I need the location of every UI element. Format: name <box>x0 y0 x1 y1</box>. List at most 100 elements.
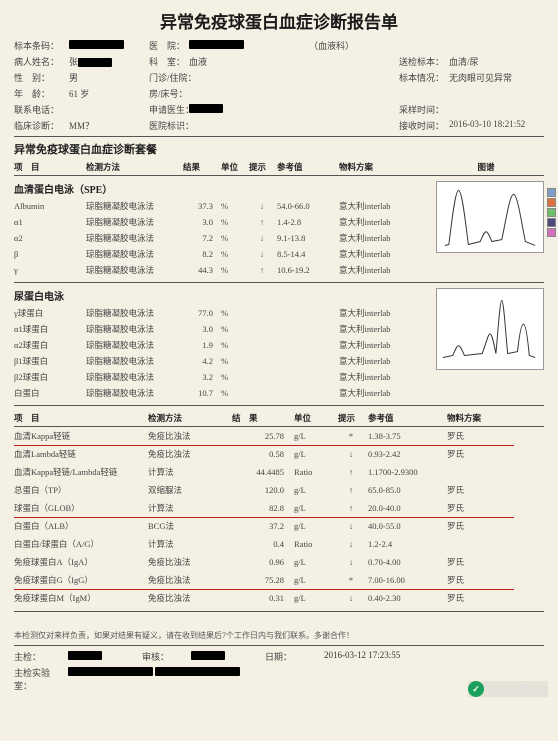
label-dept: 科 室： <box>149 55 189 68</box>
cell-flag: * <box>338 575 364 585</box>
cell-result: 7.2 <box>183 233 219 243</box>
cell-flag: ↓ <box>338 449 364 459</box>
cell-item: 免疫球蛋白A（IgA） <box>14 556 144 568</box>
cell-method: 琼脂糖凝胶电泳法 <box>86 232 181 244</box>
cell-unit: g/L <box>294 431 334 441</box>
table1-head: 项 目 检测方法 结果 单位 提示 参考值 物料方案 图谱 <box>14 159 544 176</box>
table-row: 血清Lambda轻链免疫比浊法0.58g/L↓0.93-2.42罗氏 <box>14 445 544 463</box>
value-applydr <box>189 103 269 116</box>
cell-item: β <box>14 249 84 259</box>
value-hospital-suffix: （血液科） <box>309 39 399 52</box>
cell-flag: ↓ <box>338 521 364 531</box>
col-flag: 提示 <box>249 161 275 173</box>
cell-item: 球蛋白（GLOB） <box>14 502 144 514</box>
value-diag: MM？ <box>69 119 149 132</box>
col-supplier: 物料方案 <box>339 161 429 173</box>
cell-result: 3.2 <box>183 372 219 382</box>
col2-item: 项 目 <box>14 412 144 424</box>
cell-item: 白蛋白 <box>14 387 84 399</box>
cell-supplier: 罗氏 <box>447 448 517 460</box>
cell-method: BCG法 <box>148 520 228 532</box>
label-sendspec: 送检标本： <box>399 55 449 68</box>
cell-result: 0.96 <box>232 557 290 567</box>
cell-method: 琼脂糖凝胶电泳法 <box>86 355 181 367</box>
table-row: 总蛋白（TP）双缩脲法120.0g/L↑65.0-85.0罗氏 <box>14 481 544 499</box>
cell-method: 琼脂糖凝胶电泳法 <box>86 371 181 383</box>
value-speccond: 无肉眼可见异常 <box>449 71 539 84</box>
label-date: 日期： <box>265 650 320 663</box>
cell-supplier: 意大利interlab <box>339 248 429 260</box>
value-barcode <box>69 39 149 52</box>
col2-ref: 参考值 <box>368 412 443 424</box>
separator <box>14 611 544 612</box>
label-age: 年 龄： <box>14 87 69 100</box>
cell-method: 双缩脲法 <box>148 484 228 496</box>
cell-ref: 20.0-40.0 <box>368 503 443 513</box>
cell-result: 25.78 <box>232 431 290 441</box>
cell-item: 血清Kappa轻链/Lambda轻链 <box>14 466 144 478</box>
cell-flag: ↓ <box>338 593 364 603</box>
cell-unit: g/L <box>294 575 334 585</box>
spe-block: 血清蛋白电泳（SPE） Albumin琼脂糖凝胶电泳法37.3%↓54.0-66… <box>14 181 544 278</box>
cell-flag: ↓ <box>338 557 364 567</box>
cell-ref: 8.5-14.4 <box>277 249 337 259</box>
cell-result: 4.2 <box>183 356 219 366</box>
cell-result: 3.0 <box>183 217 219 227</box>
cell-unit: % <box>221 356 247 366</box>
cell-unit: % <box>221 233 247 243</box>
legend-color-swatch <box>547 228 556 237</box>
cell-flag: ↑ <box>338 503 364 513</box>
separator <box>14 282 544 283</box>
cell-ref: 9.1-13.8 <box>277 233 337 243</box>
legend-color-swatch <box>547 188 556 197</box>
table-row: 白蛋白琼脂糖凝胶电泳法10.7%意大利interlab <box>14 385 544 401</box>
col2-unit: 单位 <box>294 412 334 424</box>
cell-method: 琼脂糖凝胶电泳法 <box>86 307 181 319</box>
col2-supplier: 物料方案 <box>447 412 517 424</box>
cell-item: β2球蛋白 <box>14 371 84 383</box>
legend-color-swatch <box>547 198 556 207</box>
value-sex: 男 <box>69 71 149 84</box>
cell-unit: % <box>221 265 247 275</box>
cell-item: 白蛋白/球蛋白（A/G） <box>14 538 144 550</box>
footer-note: 本检测仅对来样负责，如果对结果有疑义，请在收到结果后7个工作日内与我们联系。多谢… <box>14 630 544 641</box>
value-rcvtime: 2016-03-10 18:21:52 <box>449 119 539 132</box>
section1-title: 异常免疫球蛋白血症诊断套餐 <box>14 141 544 157</box>
cell-method: 免疫比浊法 <box>148 592 228 604</box>
cell-unit: % <box>221 340 247 350</box>
cell-method: 琼脂糖凝胶电泳法 <box>86 200 181 212</box>
cell-item: α1 <box>14 217 84 227</box>
cell-unit: Ratio <box>294 539 334 549</box>
spe-color-legend <box>547 187 556 238</box>
cell-ref: 1.2-2.4 <box>368 539 443 549</box>
cell-ref: 54.0-66.0 <box>277 201 337 211</box>
cell-supplier: 罗氏 <box>447 430 517 442</box>
label-phone: 联系电话： <box>14 103 69 116</box>
value-dept: 血液 <box>189 55 269 68</box>
table-row: β2球蛋白琼脂糖凝胶电泳法3.2%意大利interlab <box>14 369 544 385</box>
cell-supplier: 罗氏 <box>447 520 517 532</box>
value-chief <box>68 650 138 663</box>
cell-unit: % <box>221 324 247 334</box>
cell-ref: 65.0-85.0 <box>368 485 443 495</box>
cell-unit: % <box>221 308 247 318</box>
cell-item: α2 <box>14 233 84 243</box>
table-row: 免疫球蛋白G（IgG）免疫比浊法75.28g/L*7.00-16.00罗氏 <box>14 571 544 589</box>
table-row: 球蛋白（GLOB）计算法82.8g/L↑20.0-40.0罗氏 <box>14 499 544 517</box>
cell-unit: g/L <box>294 557 334 567</box>
cell-flag: ↓ <box>338 539 364 549</box>
cell-flag: ↓ <box>249 201 275 211</box>
col-result: 结果 <box>183 161 219 173</box>
col2-method: 检测方法 <box>148 412 228 424</box>
table2-head: 项 目 检测方法 结 果 单位 提示 参考值 物料方案 <box>14 410 544 427</box>
cell-ref: 0.40-2.30 <box>368 593 443 603</box>
label-barcode: 标本条码： <box>14 39 69 52</box>
legend-color-swatch <box>547 208 556 217</box>
label-hospid: 医院标识： <box>149 119 189 132</box>
cell-unit: % <box>221 201 247 211</box>
cell-supplier: 意大利interlab <box>339 323 429 335</box>
cell-flag: ↑ <box>249 265 275 275</box>
value-name: 张 <box>69 55 149 68</box>
cell-method: 计算法 <box>148 502 228 514</box>
cell-ref: 1.38-3.75 <box>368 431 443 441</box>
